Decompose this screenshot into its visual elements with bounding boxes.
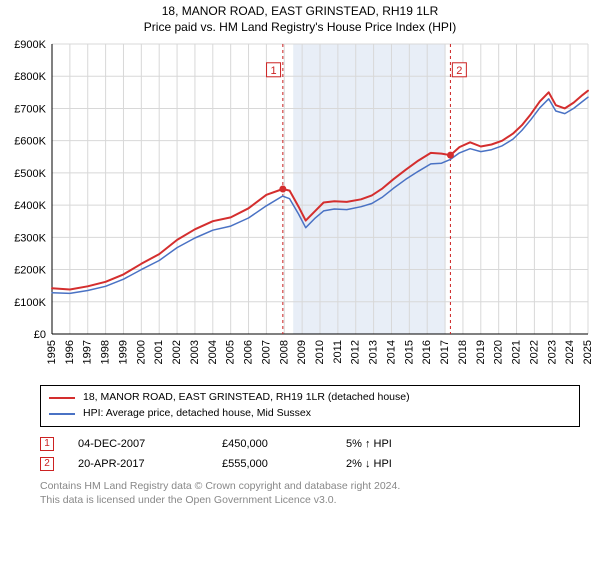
event-row: 1 04-DEC-2007 £450,000 5% ↑ HPI bbox=[40, 437, 580, 451]
legend-label-hpi: HPI: Average price, detached house, Mid … bbox=[83, 406, 311, 422]
svg-text:1996: 1996 bbox=[64, 340, 76, 364]
event-price: £555,000 bbox=[222, 458, 322, 470]
svg-text:2021: 2021 bbox=[511, 340, 523, 364]
svg-text:1998: 1998 bbox=[100, 340, 112, 364]
page-title: 18, MANOR ROAD, EAST GRINSTEAD, RH19 1LR bbox=[0, 4, 600, 18]
svg-text:2017: 2017 bbox=[439, 340, 451, 364]
legend-row-subject: 18, MANOR ROAD, EAST GRINSTEAD, RH19 1LR… bbox=[49, 390, 571, 406]
legend: 18, MANOR ROAD, EAST GRINSTEAD, RH19 1LR… bbox=[40, 385, 580, 427]
legend-swatch-subject bbox=[49, 397, 75, 399]
svg-text:2006: 2006 bbox=[243, 340, 255, 364]
legend-row-hpi: HPI: Average price, detached house, Mid … bbox=[49, 406, 571, 422]
event-price: £450,000 bbox=[222, 438, 322, 450]
price-chart: £0 £100K £200K £300K £400K £500K £600K £700K £80… bbox=[0, 34, 600, 379]
svg-text:2013: 2013 bbox=[368, 340, 380, 364]
svg-text:2024: 2024 bbox=[564, 340, 576, 364]
svg-text:2001: 2001 bbox=[153, 340, 165, 364]
svg-text:2010: 2010 bbox=[314, 340, 326, 364]
svg-text:2019: 2019 bbox=[475, 340, 487, 364]
svg-text:£300K: £300K bbox=[14, 232, 46, 244]
svg-text:2015: 2015 bbox=[403, 340, 415, 364]
svg-text:2002: 2002 bbox=[171, 340, 183, 364]
svg-text:1997: 1997 bbox=[82, 340, 94, 364]
svg-text:2008: 2008 bbox=[278, 340, 290, 364]
svg-text:2025: 2025 bbox=[582, 340, 594, 364]
transaction-events: 1 04-DEC-2007 £450,000 5% ↑ HPI 2 20-APR… bbox=[40, 437, 580, 471]
svg-text:£500K: £500K bbox=[14, 168, 46, 180]
svg-text:£600K: £600K bbox=[14, 136, 46, 148]
svg-text:2020: 2020 bbox=[493, 340, 505, 364]
footer-line: Contains HM Land Registry data © Crown c… bbox=[40, 479, 580, 493]
svg-text:2003: 2003 bbox=[189, 340, 201, 364]
svg-text:2022: 2022 bbox=[528, 340, 540, 364]
svg-text:1: 1 bbox=[270, 65, 276, 77]
svg-text:2014: 2014 bbox=[385, 340, 397, 364]
svg-text:2007: 2007 bbox=[260, 340, 272, 364]
svg-text:£800K: £800K bbox=[14, 71, 46, 83]
event-date: 20-APR-2017 bbox=[78, 458, 198, 470]
svg-text:£100K: £100K bbox=[14, 297, 46, 309]
svg-text:2018: 2018 bbox=[457, 340, 469, 364]
svg-text:£700K: £700K bbox=[14, 103, 46, 115]
event-delta: 5% ↑ HPI bbox=[346, 438, 466, 450]
svg-text:1999: 1999 bbox=[117, 340, 129, 364]
event-number-icon: 1 bbox=[40, 437, 54, 451]
svg-text:2012: 2012 bbox=[350, 340, 362, 364]
svg-text:1995: 1995 bbox=[46, 340, 58, 364]
svg-text:2000: 2000 bbox=[135, 340, 147, 364]
svg-text:£400K: £400K bbox=[14, 200, 46, 212]
chart-svg: £0 £100K £200K £300K £400K £500K £600K £700K £80… bbox=[0, 34, 600, 374]
event-row: 2 20-APR-2017 £555,000 2% ↓ HPI bbox=[40, 457, 580, 471]
svg-text:2009: 2009 bbox=[296, 340, 308, 364]
svg-text:2: 2 bbox=[456, 65, 462, 77]
svg-text:2023: 2023 bbox=[546, 340, 558, 364]
svg-text:£900K: £900K bbox=[14, 39, 46, 51]
legend-swatch-hpi bbox=[49, 413, 75, 415]
event-date: 04-DEC-2007 bbox=[78, 438, 198, 450]
svg-text:£200K: £200K bbox=[14, 265, 46, 277]
license-footer: Contains HM Land Registry data © Crown c… bbox=[40, 479, 580, 507]
page-subtitle: Price paid vs. HM Land Registry's House … bbox=[0, 20, 600, 34]
footer-line: This data is licensed under the Open Gov… bbox=[40, 493, 580, 507]
legend-label-subject: 18, MANOR ROAD, EAST GRINSTEAD, RH19 1LR… bbox=[83, 390, 410, 406]
event-number-icon: 2 bbox=[40, 457, 54, 471]
event-delta: 2% ↓ HPI bbox=[346, 458, 466, 470]
svg-text:£0: £0 bbox=[34, 329, 46, 341]
svg-text:2004: 2004 bbox=[207, 340, 219, 364]
svg-text:2011: 2011 bbox=[332, 340, 344, 364]
svg-text:2016: 2016 bbox=[421, 340, 433, 364]
svg-text:2005: 2005 bbox=[225, 340, 237, 364]
